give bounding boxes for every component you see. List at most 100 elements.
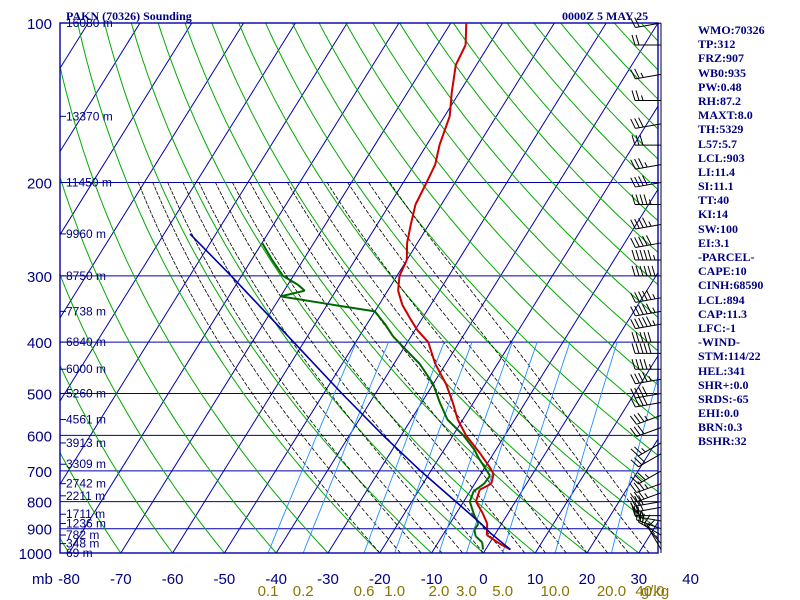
height-label: 4561 m [66, 413, 106, 427]
wind-barb-staff [635, 506, 662, 513]
wind-barb-feather [630, 17, 636, 28]
dry-adiabat-line [59, 66, 329, 554]
pressure-tick-label: 800 [27, 495, 52, 512]
wind-barb-feather [634, 457, 643, 466]
wind-barb-staff [635, 123, 662, 129]
index-item: LFC:-1 [698, 320, 736, 335]
isotherm-line [59, 22, 296, 402]
mixing-ratio-line [611, 376, 659, 554]
height-label: 1236 m [66, 517, 106, 531]
wind-barb-staff [635, 378, 662, 385]
wind-barb-staff [635, 22, 662, 29]
wind-barb-feather [631, 90, 636, 101]
wind-barb-staff [635, 310, 662, 317]
wind-barb-feather [643, 359, 648, 370]
wind-barb-feather [651, 265, 656, 277]
wind-barb-feather [635, 134, 640, 146]
dry-adiabat-line [533, 22, 659, 160]
dry-adiabat-line [640, 22, 659, 42]
pressure-tick-label: 1000 [19, 546, 52, 563]
temperature-tick-label: 30 [630, 571, 647, 588]
mixing-ratio-label: 0.6 [354, 583, 375, 600]
wind-barb-feather [637, 412, 645, 422]
isotherm-line [172, 22, 504, 554]
wind-barb-staff [635, 323, 662, 330]
mixing-ratio-label: 0.2 [293, 583, 314, 600]
wind-barb-staff [635, 401, 662, 408]
temperature-tick-label: 40 [682, 571, 699, 588]
moist-adiabat-line [367, 180, 650, 554]
wind-barb-feather [630, 374, 636, 384]
index-item: -WIND- [698, 335, 740, 350]
wind-barb-feather [630, 476, 639, 485]
wind-barb-feather [643, 194, 648, 205]
index-item: TT:40 [698, 193, 730, 208]
wind-barb-feather [637, 481, 645, 491]
moist-adiabat-line [137, 180, 381, 554]
wind-barb-half-feather [644, 162, 648, 168]
isotherm-line [534, 355, 659, 554]
temperature-tick-label: -20 [369, 571, 391, 588]
index-item: L57:5.7 [698, 136, 737, 151]
wind-barb [630, 442, 662, 457]
wind-barb-feather [630, 496, 636, 507]
temperature-trace [397, 22, 511, 551]
dry-adiabat-line [426, 22, 659, 285]
dry-adiabat-line [59, 177, 277, 554]
wind-barb [631, 194, 661, 205]
wind-barb-feather [643, 331, 648, 343]
mixing-ratio-label: 40.0 [635, 583, 664, 600]
wind-barb-half-feather [644, 493, 649, 498]
wind-barb-feather [629, 427, 637, 437]
wind-barb-feather [646, 316, 652, 327]
wind-barb-staff [635, 501, 662, 507]
height-label: 2742 m [66, 477, 106, 491]
index-item: SI:11.1 [698, 179, 734, 194]
wind-barb-feather [635, 90, 640, 101]
wind-barb-feather [629, 483, 637, 493]
wind-barb-feather [629, 415, 637, 425]
index-item: HEL:341 [698, 363, 746, 378]
wind-barb-feather [642, 217, 648, 228]
wind-barb-feather [635, 194, 640, 205]
wind-barb-half-feather [652, 293, 656, 300]
height-label: 1711 m [66, 507, 105, 521]
dry-adiabat-line [184, 22, 588, 554]
moist-adiabat-line [325, 180, 609, 554]
wind-barb-staff [636, 427, 662, 437]
height-label: 6840 m [66, 335, 106, 349]
dry-adiabat-line [345, 22, 659, 386]
height-label: 3309 m [66, 457, 106, 471]
wind-barb-feather [642, 290, 648, 301]
wind-barb-feather [639, 134, 644, 146]
moist-adiabat-line [388, 180, 659, 539]
wind-barb [631, 249, 661, 261]
wind-barb-feather [634, 17, 640, 28]
wind-barb-feather [631, 359, 636, 370]
wind-barb-feather [635, 343, 640, 354]
index-item: RH:87.2 [698, 93, 741, 108]
wind-barb-half-feather [641, 95, 644, 101]
wind-barb [630, 453, 662, 468]
wind-barb-staff [638, 442, 662, 457]
height-label: 2211 m [66, 489, 105, 503]
dry-adiabat-line [59, 537, 70, 554]
y-axis-unit: mb [32, 571, 53, 588]
pressure-tick-label: 900 [27, 522, 52, 539]
wind-barb-feather [638, 387, 644, 397]
pressure-tick-label: 600 [27, 428, 52, 445]
wind-barb-feather [647, 343, 652, 354]
pressure-tick-label: 300 [27, 269, 52, 286]
wind-barb-feather [631, 249, 636, 261]
wind-barb-feather [634, 176, 640, 187]
wind-barb-feather [633, 491, 641, 501]
wind-barb-feather [634, 446, 643, 455]
dry-adiabat-line [291, 22, 659, 456]
wind-barb-feather [639, 343, 644, 354]
isobar-lines [60, 22, 658, 554]
wind-barb-feather [647, 249, 652, 261]
wind-barb-staff [638, 470, 662, 485]
isotherm-line [223, 22, 555, 554]
mixing-ratio-line [502, 341, 571, 554]
mixing-ratio-label: 10.0 [541, 583, 570, 600]
